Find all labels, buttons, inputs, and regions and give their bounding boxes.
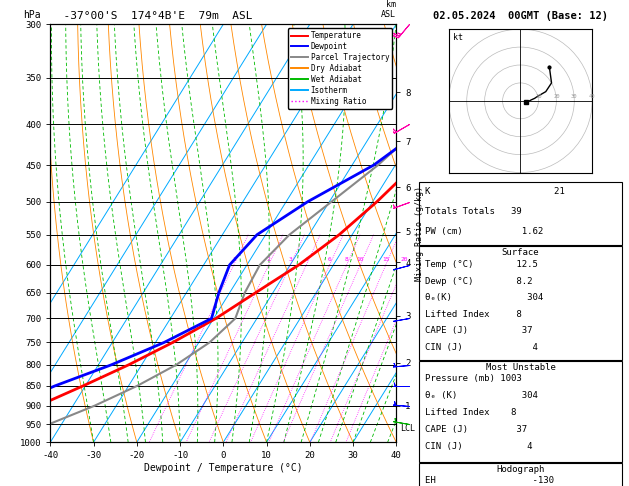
Text: θₑ (K)            304: θₑ (K) 304 <box>425 391 538 400</box>
Text: hPa: hPa <box>23 10 40 20</box>
Text: Dewp (°C)        8.2: Dewp (°C) 8.2 <box>425 277 533 286</box>
Text: kt: kt <box>453 34 463 42</box>
Text: Surface: Surface <box>502 248 539 258</box>
Text: 2: 2 <box>267 258 270 262</box>
Text: CAPE (J)          37: CAPE (J) 37 <box>425 327 533 335</box>
Text: CIN (J)             4: CIN (J) 4 <box>425 343 538 352</box>
Text: Most Unstable: Most Unstable <box>486 363 555 372</box>
Text: 4: 4 <box>304 258 308 262</box>
Text: 10: 10 <box>535 94 542 99</box>
Text: 40: 40 <box>589 94 596 99</box>
Y-axis label: Mixing Ratio (g/kg): Mixing Ratio (g/kg) <box>415 186 424 281</box>
Text: PW (cm)           1.62: PW (cm) 1.62 <box>425 226 543 236</box>
Text: 02.05.2024  00GMT (Base: 12): 02.05.2024 00GMT (Base: 12) <box>433 11 608 21</box>
Text: 20: 20 <box>553 94 560 99</box>
Text: 10: 10 <box>357 258 364 262</box>
Bar <box>418 463 623 486</box>
Text: 15: 15 <box>382 258 389 262</box>
Text: 1: 1 <box>232 258 236 262</box>
Text: km
ASL: km ASL <box>381 0 396 19</box>
Text: Temp (°C)        12.5: Temp (°C) 12.5 <box>425 260 538 269</box>
Text: 8: 8 <box>345 258 348 262</box>
Text: Lifted Index    8: Lifted Index 8 <box>425 408 516 417</box>
Text: 3: 3 <box>289 258 292 262</box>
Text: Totals Totals   39: Totals Totals 39 <box>425 207 522 216</box>
Text: CAPE (J)         37: CAPE (J) 37 <box>425 425 527 434</box>
Text: EH                  -130: EH -130 <box>425 476 554 486</box>
Bar <box>418 246 623 360</box>
Text: -37°00'S  174°4B'E  79m  ASL: -37°00'S 174°4B'E 79m ASL <box>50 11 253 21</box>
Legend: Temperature, Dewpoint, Parcel Trajectory, Dry Adiabat, Wet Adiabat, Isotherm, Mi: Temperature, Dewpoint, Parcel Trajectory… <box>288 28 392 109</box>
X-axis label: Dewpoint / Temperature (°C): Dewpoint / Temperature (°C) <box>144 463 303 473</box>
Text: LCL: LCL <box>400 424 415 433</box>
Bar <box>418 361 623 462</box>
Bar <box>418 182 623 245</box>
Text: θₑ(K)              304: θₑ(K) 304 <box>425 293 543 302</box>
Text: Pressure (mb) 1003: Pressure (mb) 1003 <box>425 374 522 383</box>
Text: Lifted Index     8: Lifted Index 8 <box>425 310 522 319</box>
Text: K                       21: K 21 <box>425 187 565 196</box>
Text: CIN (J)            4: CIN (J) 4 <box>425 441 533 451</box>
Text: 30: 30 <box>571 94 577 99</box>
Text: 20: 20 <box>401 258 408 262</box>
Text: Hodograph: Hodograph <box>496 465 545 474</box>
Text: 6: 6 <box>328 258 331 262</box>
